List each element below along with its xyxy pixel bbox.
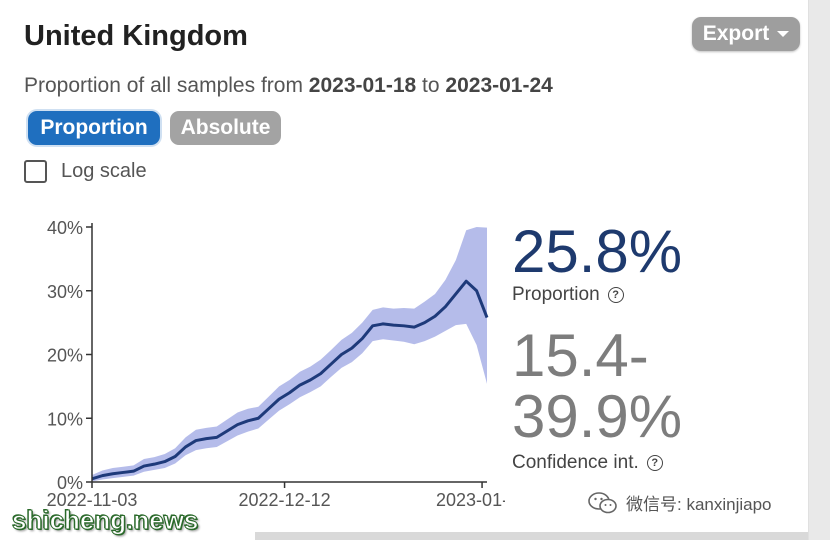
log-scale-control[interactable]: Log scale [24,160,147,183]
proportion-caption: Proportion ? [512,284,624,306]
confidence-band [92,227,487,482]
bottom-strip [255,532,808,540]
page-title: United Kingdom [24,20,248,52]
end-date: 2023-01-24 [445,74,553,97]
proportion-caption-text: Proportion [512,284,600,305]
proportion-series-line [91,279,489,481]
date-range-subtitle: Proportion of all samples from 2023-01-1… [24,74,553,98]
log-scale-checkbox[interactable] [24,160,47,183]
start-date: 2023-01-18 [308,74,417,97]
confidence-caption-text: Confidence int. [512,452,639,473]
proportion-line-chart: 0% 10% 20% 30% 40% 2022-11-03 2022-12-12 2023-0… [47,218,505,510]
confidence-interval-low: 15.4- [512,322,649,389]
chart-card: United Kingdom Export Proportion of all … [0,0,809,540]
export-button[interactable]: Export [692,17,800,51]
absolute-toggle-button[interactable]: Absolute [170,111,281,145]
x-tick-label: 2022-11-03 [47,490,138,510]
y-tick-label: 30% [47,282,83,302]
confidence-interval-high: 39.9% [512,383,683,450]
y-tick-label: 20% [47,346,83,366]
y-tick-label: 10% [47,409,83,429]
proportion-toggle-button[interactable]: Proportion [28,111,160,145]
site-watermark: shicheng.news [11,505,199,536]
wechat-watermark-text: 微信号: kanxinjiapo [626,495,772,514]
x-tick-label: 2022-12-12 [239,490,331,510]
export-label: Export [702,22,770,45]
y-tick-label: 40% [47,218,83,238]
log-scale-label: Log scale [61,160,147,182]
wechat-icon [588,491,617,513]
caret-down-icon [777,31,790,37]
x-tick-label: 2023-01-21 [436,490,505,510]
proportion-value: 25.8% [512,218,683,285]
subtitle-prefix: Proportion of all samples from [24,74,309,97]
proportion-help-icon[interactable]: ? [607,287,624,303]
y-tick-label: 0% [57,473,83,493]
subtitle-middle: to [416,74,446,97]
confidence-help-icon[interactable]: ? [646,455,663,471]
wechat-watermark: 微信号: kanxinjiapo [588,490,772,515]
confidence-caption: Confidence int. ? [512,452,663,474]
